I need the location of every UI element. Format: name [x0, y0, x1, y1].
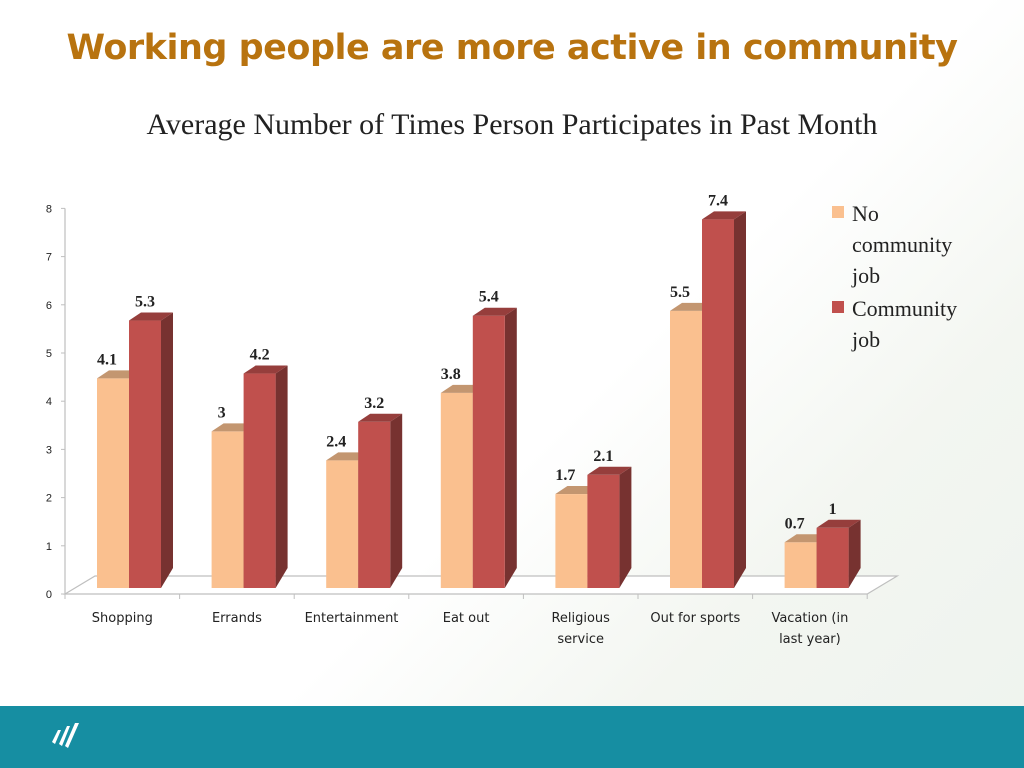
data-label: 5.5	[670, 284, 690, 301]
y-tick-label: 5	[46, 348, 52, 360]
y-tick-label: 2	[46, 493, 52, 505]
bar	[326, 460, 359, 588]
data-label: 3.8	[441, 366, 461, 383]
bar-side	[504, 307, 517, 588]
legend-item-community-job: Community job	[830, 293, 1010, 355]
y-tick-label: 3	[46, 444, 52, 456]
bar	[555, 494, 588, 588]
bar	[587, 474, 620, 588]
y-tick-label: 0	[46, 589, 52, 601]
logo-slash-icon	[52, 723, 79, 748]
bar-top	[129, 312, 173, 321]
footer-bar	[0, 706, 1024, 768]
y-tick-label: 4	[46, 396, 52, 408]
legend-label-line: job	[852, 327, 881, 352]
bar	[670, 310, 702, 588]
bar	[358, 421, 391, 588]
data-label: 1.7	[555, 467, 575, 484]
x-tick-label: Entertainment	[305, 611, 399, 626]
x-tick-label: Vacation (in	[771, 611, 848, 626]
bar-side	[275, 365, 288, 588]
data-label: 4.2	[250, 347, 270, 364]
data-label: 3	[218, 404, 226, 421]
bar	[784, 542, 817, 588]
bar	[816, 527, 849, 588]
x-tick-label: Religious	[551, 611, 610, 626]
data-label: 0.7	[785, 515, 805, 532]
x-tick-label: service	[557, 632, 604, 647]
bar-side	[161, 312, 173, 588]
data-label: 7.4	[708, 192, 728, 209]
data-label: 2.1	[593, 448, 613, 465]
chart-legend: No community job Community job	[830, 198, 1010, 357]
bar-chart: 0 1 2 3 4 5 6 7 8 4.1 5.3 Shopping 3 4.2 Errands 2.4 3.2…	[46, 192, 900, 647]
bar	[472, 315, 505, 588]
legend-item-no-community-job: No community job	[830, 198, 1010, 291]
data-label: 1	[829, 501, 837, 518]
y-tick-label: 7	[46, 252, 52, 264]
data-label: 4.1	[97, 351, 117, 368]
bar	[129, 320, 161, 588]
x-tick-label: Shopping	[92, 611, 153, 626]
bar	[243, 373, 276, 588]
x-tick-label: Out for sports	[650, 611, 740, 626]
chart-subtitle: Average Number of Times Person Participa…	[146, 108, 878, 141]
bar	[211, 431, 244, 588]
legend-swatch-no-community-job	[832, 206, 844, 218]
legend-label-line: community	[852, 232, 953, 257]
legend-label-line: job	[852, 263, 881, 288]
y-tick-label: 8	[46, 203, 52, 215]
y-tick-label: 1	[46, 541, 52, 553]
data-label: 3.2	[364, 395, 384, 412]
bar-top	[816, 519, 861, 528]
bar	[97, 378, 129, 588]
data-label: 5.4	[479, 289, 499, 306]
bar	[702, 219, 734, 588]
x-tick-label: Errands	[212, 611, 262, 626]
slide-title: Working people are more active in commun…	[66, 28, 958, 68]
bar-side	[734, 211, 746, 588]
bar	[440, 392, 473, 588]
legend-swatch-community-job	[832, 301, 844, 313]
bar-top	[587, 466, 632, 475]
bar-top	[472, 307, 517, 316]
bar-top	[702, 211, 746, 220]
data-label: 5.3	[135, 294, 155, 311]
x-tick-label: last year)	[779, 632, 841, 647]
x-tick-label: Eat out	[443, 611, 490, 626]
bar-top	[243, 365, 288, 374]
data-label: 2.4	[326, 433, 346, 450]
bar-side	[619, 466, 632, 588]
y-tick-label: 6	[46, 300, 52, 312]
bar-side	[390, 413, 403, 588]
legend-label-line: Community	[852, 296, 958, 321]
bar-side	[848, 519, 861, 588]
legend-label-line: No	[852, 201, 879, 226]
bar-top	[358, 413, 403, 422]
